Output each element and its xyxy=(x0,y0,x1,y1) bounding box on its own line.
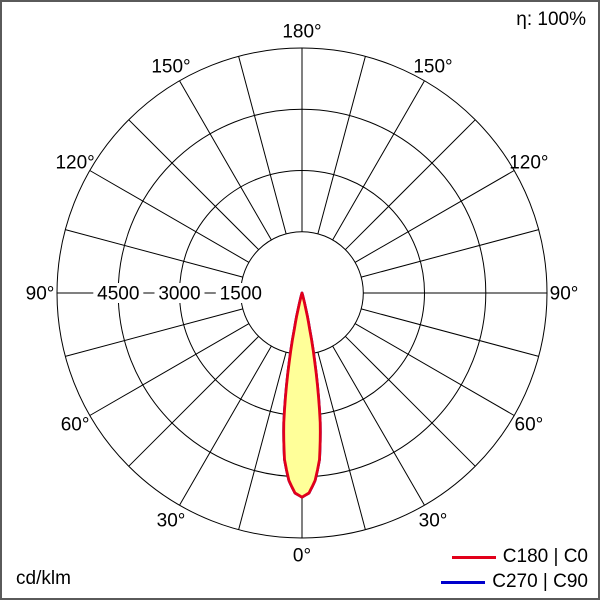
angle-label: 30° xyxy=(157,510,186,531)
legend-item-c0: C180 | C0 xyxy=(441,546,588,568)
angle-label: 60° xyxy=(515,415,544,436)
grid-spoke xyxy=(317,352,366,530)
angle-label: 90° xyxy=(550,284,579,305)
grid-spoke xyxy=(238,56,287,234)
ring-label-bg xyxy=(154,283,205,303)
grid-spoke xyxy=(238,352,287,530)
legend-line-red-icon xyxy=(451,555,496,559)
angle-label: 0° xyxy=(293,546,311,567)
grid-spoke xyxy=(361,308,539,357)
angle-label: 30° xyxy=(419,510,448,531)
angle-label: 150° xyxy=(151,57,190,78)
legend: C180 | C0 C270 | C90 xyxy=(441,546,588,593)
legend-label-c0: C180 | C0 xyxy=(502,546,588,567)
ring-label: 3000 xyxy=(158,284,200,305)
grid-spoke xyxy=(128,119,260,251)
angle-label: 180° xyxy=(282,22,321,43)
grid-spoke xyxy=(65,229,243,278)
grid-spoke xyxy=(361,229,539,278)
grid-spoke xyxy=(89,170,250,263)
grid-spoke xyxy=(332,80,425,241)
ring-label: 1500 xyxy=(220,284,262,305)
grid-spoke xyxy=(317,56,366,234)
grid-spoke xyxy=(179,345,272,506)
grid-spoke xyxy=(354,170,515,263)
efficiency-label: η: 100% xyxy=(516,9,586,30)
angle-label: 90° xyxy=(26,284,55,305)
angle-label: 150° xyxy=(413,57,452,78)
legend-line-blue-icon xyxy=(441,580,486,584)
beam-curve xyxy=(282,291,322,499)
unit-label: cd/klm xyxy=(16,568,71,589)
ring-label: 4500 xyxy=(97,284,139,305)
grid-spoke xyxy=(179,80,272,241)
grid-spoke xyxy=(344,119,476,251)
angle-label: 120° xyxy=(55,153,94,174)
legend-label-c90: C270 | C90 xyxy=(492,571,588,592)
grid-spoke xyxy=(332,345,425,506)
angle-label: 120° xyxy=(509,153,548,174)
legend-item-c90: C270 | C90 xyxy=(441,571,588,593)
ring-label-bg xyxy=(215,283,266,303)
grid-spoke xyxy=(89,323,250,416)
grid-spoke xyxy=(344,335,476,467)
grid-spoke xyxy=(128,335,260,467)
angle-label: 60° xyxy=(61,415,90,436)
grid-spoke xyxy=(65,308,243,357)
grid-spoke xyxy=(354,323,515,416)
ring-label-bg xyxy=(93,283,144,303)
